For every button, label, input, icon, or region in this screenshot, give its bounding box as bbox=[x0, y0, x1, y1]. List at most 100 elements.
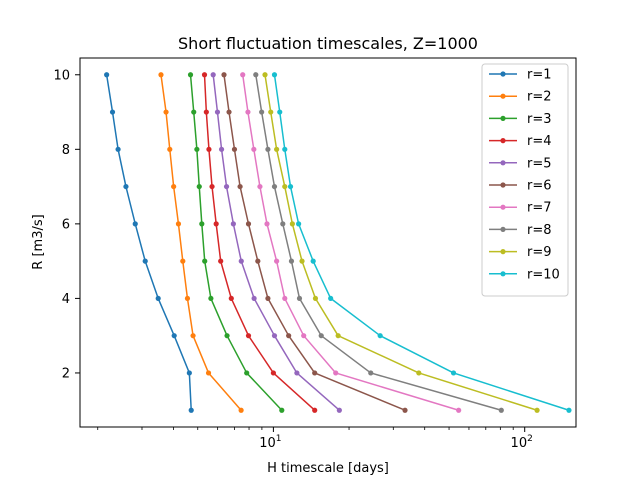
data-point bbox=[191, 109, 197, 115]
y-tick-label: 10 bbox=[53, 68, 70, 83]
data-point bbox=[299, 258, 305, 264]
data-point bbox=[171, 333, 177, 339]
legend-label: r=6 bbox=[527, 179, 552, 194]
data-point bbox=[123, 183, 129, 190]
series-line bbox=[223, 74, 406, 411]
series-line bbox=[255, 74, 502, 411]
legend-marker bbox=[500, 249, 506, 255]
legend-label: r=2 bbox=[527, 90, 552, 105]
data-point bbox=[271, 183, 278, 190]
data-point bbox=[104, 72, 110, 78]
data-point bbox=[206, 146, 212, 152]
series-2 bbox=[158, 72, 244, 413]
data-point bbox=[155, 295, 161, 302]
data-point bbox=[209, 183, 215, 190]
data-point bbox=[251, 295, 257, 302]
series-7 bbox=[240, 72, 462, 413]
plot-frame bbox=[79, 57, 577, 428]
legend-marker bbox=[500, 182, 506, 188]
series-8 bbox=[253, 72, 504, 413]
data-point bbox=[245, 333, 252, 339]
y-axis-label: R [m3/s] bbox=[31, 214, 46, 269]
data-point bbox=[221, 72, 227, 78]
y-tick-label: 8 bbox=[62, 143, 70, 158]
data-point bbox=[277, 109, 283, 115]
data-point bbox=[238, 407, 244, 413]
data-point bbox=[274, 146, 280, 152]
series-line bbox=[160, 74, 242, 411]
data-point bbox=[282, 295, 288, 302]
data-point bbox=[240, 72, 246, 78]
data-point bbox=[245, 221, 252, 227]
data-point bbox=[109, 109, 116, 115]
y-tick-label: 4 bbox=[62, 292, 70, 307]
data-point bbox=[251, 146, 257, 152]
x-axis-label: H timescale [days] bbox=[267, 461, 389, 476]
chart-title: Short fluctuation timescales, Z=1000 bbox=[178, 34, 478, 53]
y-tick-label: 6 bbox=[62, 217, 70, 232]
data-point bbox=[312, 370, 318, 376]
data-point bbox=[142, 258, 148, 264]
series-3 bbox=[187, 72, 285, 413]
data-point bbox=[188, 407, 194, 413]
data-point bbox=[294, 370, 300, 376]
data-point bbox=[228, 295, 234, 302]
series-6 bbox=[221, 72, 408, 413]
data-point bbox=[231, 146, 238, 152]
legend-entry: r=4 bbox=[489, 134, 552, 149]
y-tick-label: 2 bbox=[62, 366, 70, 381]
legend-entry: r=8 bbox=[489, 223, 552, 238]
series-9 bbox=[262, 72, 540, 413]
data-point bbox=[271, 333, 278, 339]
legend-entry: r=1 bbox=[489, 68, 552, 83]
series-4 bbox=[201, 72, 318, 413]
legend-entry: r=2 bbox=[489, 90, 552, 105]
data-point bbox=[265, 146, 271, 152]
legend-entry: r=10 bbox=[489, 267, 560, 282]
data-point bbox=[296, 295, 303, 302]
data-point bbox=[259, 109, 265, 115]
data-point bbox=[132, 221, 138, 227]
data-point bbox=[335, 333, 341, 339]
legend-label: r=1 bbox=[527, 68, 552, 83]
data-point bbox=[199, 221, 205, 227]
data-point bbox=[203, 109, 209, 115]
data-point bbox=[205, 370, 212, 376]
data-point bbox=[566, 407, 572, 413]
data-point bbox=[287, 183, 294, 190]
legend-marker bbox=[500, 138, 506, 144]
data-point bbox=[223, 183, 230, 190]
data-point bbox=[218, 146, 225, 152]
legend-entry: r=6 bbox=[489, 179, 552, 194]
legend-marker bbox=[500, 160, 506, 166]
data-point bbox=[237, 183, 243, 190]
data-point bbox=[274, 258, 280, 264]
data-point bbox=[271, 72, 278, 78]
legend-label: r=3 bbox=[527, 112, 552, 127]
data-point bbox=[279, 407, 285, 413]
data-point bbox=[180, 258, 186, 264]
x-tick-label: 102 bbox=[511, 434, 533, 451]
data-point bbox=[224, 333, 230, 339]
data-point bbox=[218, 258, 224, 264]
data-point bbox=[402, 407, 408, 413]
series-line bbox=[105, 74, 192, 411]
legend-marker bbox=[500, 226, 506, 232]
data-point bbox=[230, 221, 236, 227]
legend-entry: r=3 bbox=[489, 112, 552, 127]
data-point bbox=[312, 295, 319, 302]
data-point bbox=[296, 221, 302, 227]
data-point bbox=[202, 258, 208, 264]
data-point bbox=[238, 258, 244, 264]
data-point bbox=[208, 295, 214, 302]
data-point bbox=[213, 221, 219, 227]
data-point bbox=[318, 333, 324, 339]
legend-marker bbox=[500, 115, 506, 121]
data-point bbox=[498, 407, 504, 413]
legend-label: r=8 bbox=[527, 223, 552, 238]
data-point bbox=[450, 370, 457, 376]
series-5 bbox=[210, 72, 342, 413]
data-point bbox=[456, 407, 462, 413]
